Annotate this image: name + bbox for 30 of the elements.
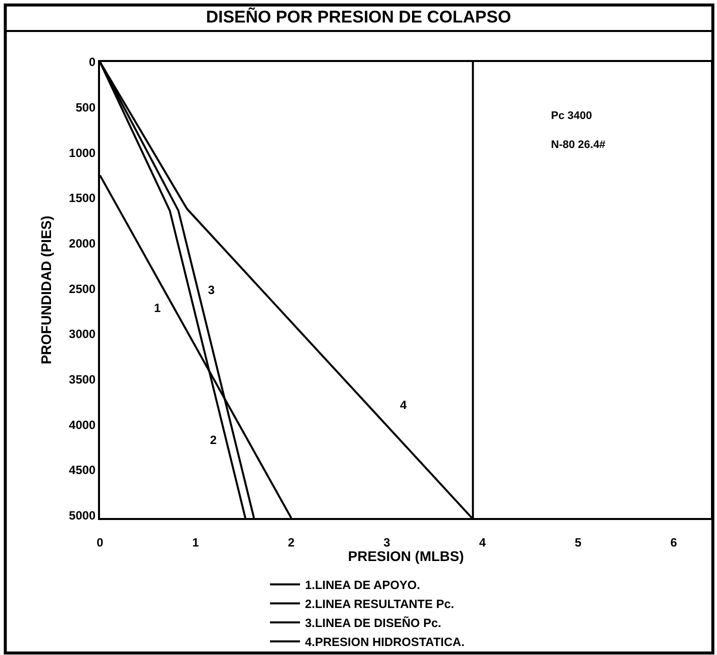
x-tick-label: 4 bbox=[479, 535, 486, 550]
y-tick-label: 500 bbox=[76, 100, 96, 115]
legend-label: 4.PRESION HIDROSTATICA. bbox=[304, 635, 465, 650]
legend-label: 1.LINEA DE APOYO. bbox=[304, 578, 420, 592]
annotation: 2 bbox=[210, 433, 217, 447]
y-tick-label: 1500 bbox=[68, 191, 96, 206]
chart-title: DISEÑO POR PRESION DE COLAPSO bbox=[206, 6, 512, 26]
x-tick-label: 6 bbox=[670, 535, 678, 550]
y-tick-label: 3500 bbox=[68, 372, 96, 386]
y-tick-label: 4000 bbox=[68, 418, 96, 432]
y-tick-label: 0 bbox=[88, 55, 96, 70]
legend-label: 2.LINEA RESULTANTE Pc. bbox=[304, 597, 454, 612]
x-tick-label: 1 bbox=[192, 535, 200, 550]
y-tick-label: 2500 bbox=[68, 282, 96, 296]
x-tick-label: 2 bbox=[288, 535, 295, 550]
x-tick-label: 5 bbox=[574, 535, 582, 550]
y-tick-label: 1000 bbox=[68, 146, 96, 160]
x-tick-label: 3 bbox=[384, 535, 391, 550]
annotation: N-80 26.4# bbox=[551, 139, 606, 151]
y-tick-label: 5000 bbox=[68, 508, 96, 522]
x-axis-title: PRESION (MLBS) bbox=[348, 548, 464, 564]
y-tick-label: 3000 bbox=[68, 327, 96, 342]
legend-label: 3.LINEA DE DISEÑO Pc. bbox=[304, 616, 442, 630]
annotation: 4 bbox=[400, 398, 407, 412]
y-axis-title: PROFUNDIDAD (PIES) bbox=[38, 216, 54, 364]
annotation: 1 bbox=[154, 301, 161, 315]
annotation: Pc 3400 bbox=[551, 110, 592, 122]
y-tick-label: 4500 bbox=[68, 463, 96, 478]
y-tick-label: 2000 bbox=[68, 236, 96, 251]
annotation: 3 bbox=[208, 283, 215, 297]
